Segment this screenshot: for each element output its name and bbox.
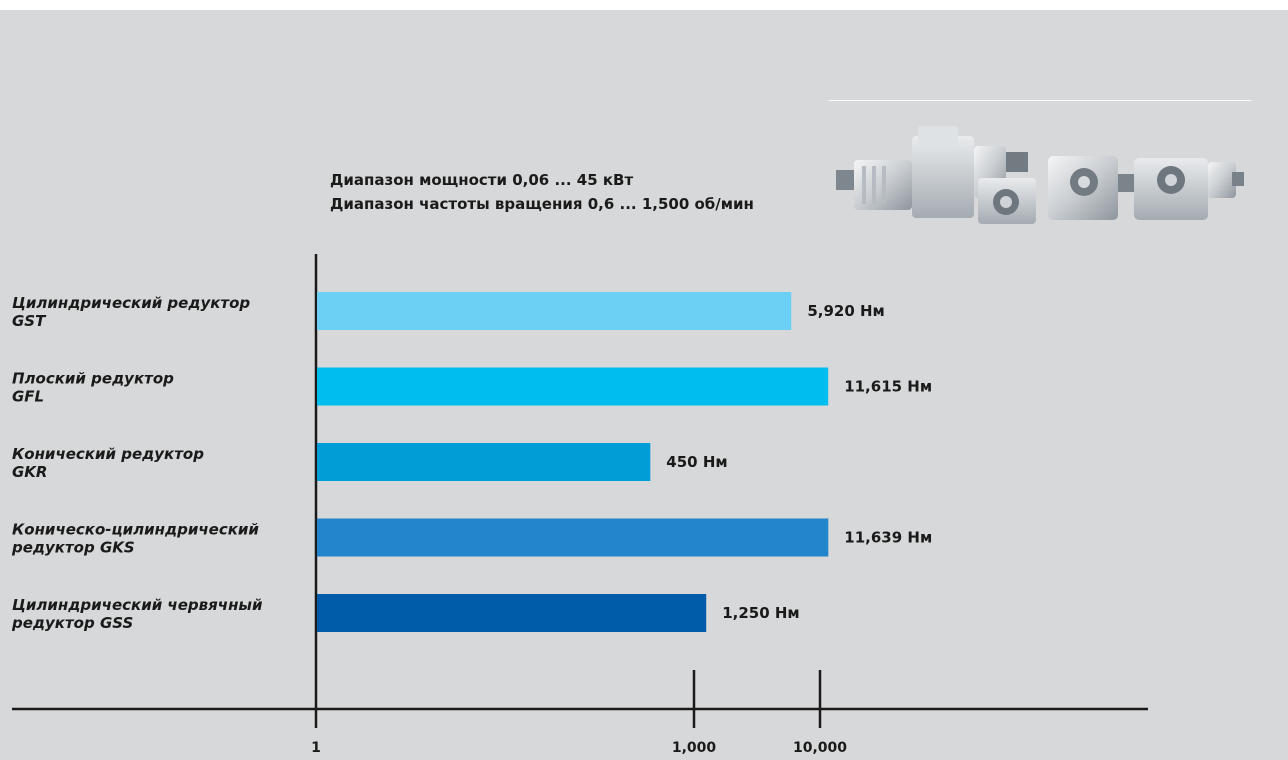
power-range-text: Диапазон мощности 0,06 ... 45 кВт bbox=[330, 171, 634, 189]
gear-units-photo-icon bbox=[836, 126, 1244, 224]
category-label-4-0: Цилиндрический червячный bbox=[12, 596, 263, 614]
value-label-0: 5,920 Нм bbox=[807, 302, 884, 320]
labels-group: 1 1,000 10,000 5,920 Нм Цилиндрический редук… bbox=[11, 294, 932, 756]
bar-3 bbox=[317, 518, 829, 557]
category-label-3-1: редуктор GKS bbox=[11, 539, 135, 557]
category-label-2-0: Конический редуктор bbox=[12, 445, 204, 463]
value-label-4: 1,250 Нм bbox=[722, 604, 799, 622]
x-tick-label-0: 1 bbox=[311, 740, 321, 756]
chart-axes bbox=[12, 254, 1148, 728]
category-label-0-1: GST bbox=[12, 312, 47, 330]
bar-0 bbox=[317, 292, 792, 330]
bar-1 bbox=[317, 367, 829, 406]
top-rule-divider bbox=[829, 100, 1251, 101]
bar-4 bbox=[317, 594, 707, 632]
value-label-3: 11,639 Нм bbox=[844, 529, 932, 547]
category-label-4-1: редуктор GSS bbox=[11, 614, 133, 632]
bar-2 bbox=[317, 443, 651, 481]
chart-subtitle: Диапазон мощности 0,06 ... 45 кВт Диапаз… bbox=[330, 168, 754, 216]
category-label-1-1: GFL bbox=[12, 388, 44, 406]
category-label-1-0: Плоский редуктор bbox=[12, 370, 174, 388]
category-label-3-0: Коническо-цилиндрический bbox=[12, 521, 259, 539]
value-label-1: 11,615 Нм bbox=[844, 378, 932, 396]
bars-group bbox=[317, 292, 829, 632]
speed-range-text: Диапазон частоты вращения 0,6 ... 1,500 … bbox=[330, 195, 754, 213]
value-label-2: 450 Нм bbox=[666, 453, 727, 471]
category-label-0-0: Цилиндрический редуктор bbox=[12, 294, 250, 312]
category-label-2-1: GKR bbox=[12, 463, 48, 481]
x-tick-label-1: 1,000 bbox=[672, 740, 717, 756]
x-tick-label-2: 10,000 bbox=[793, 740, 847, 756]
